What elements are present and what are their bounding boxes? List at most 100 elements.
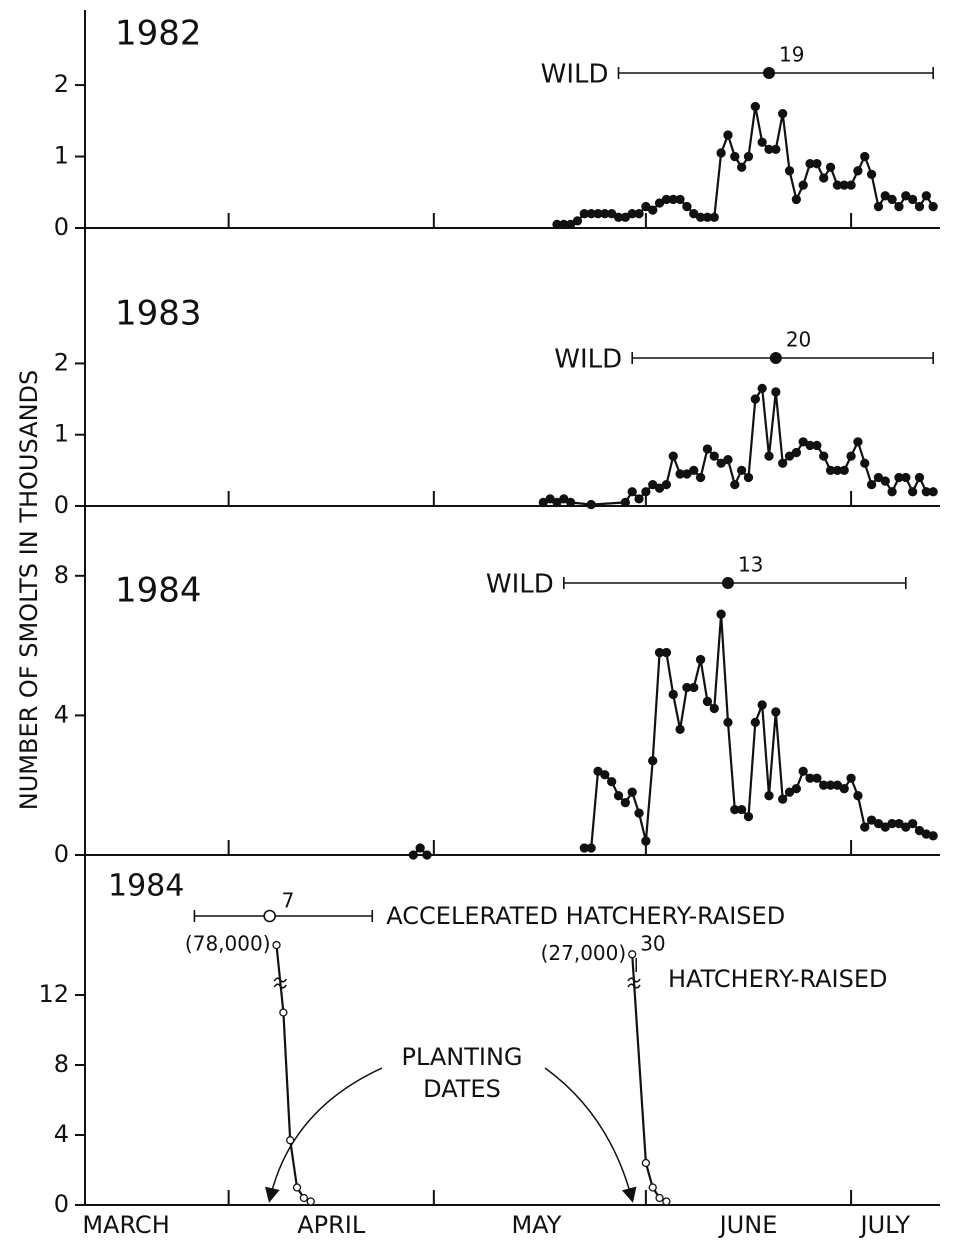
data-point [306,1197,315,1206]
data-point [743,472,754,483]
data-point [627,787,637,797]
annotation: PLANTING [401,1043,522,1071]
data-point [723,717,733,728]
mean-annotation: 13 [738,553,763,577]
axis-break [627,983,641,989]
data-point [839,465,849,476]
data-point [736,804,747,815]
series-line [542,385,934,506]
data-point [791,447,802,458]
mean-annotation: 19 [779,43,804,67]
x-tick-label: MAY [511,1211,561,1239]
mean-marker [263,909,276,923]
data-point [907,194,918,205]
data-point [730,479,740,490]
data-point [846,773,856,783]
data-point [716,609,726,619]
data-point [641,487,651,497]
data-point [791,784,802,794]
data-point [757,700,767,710]
data-point [750,717,760,728]
data-point [634,209,644,219]
planting-arrow [544,1067,637,1203]
data-point [723,130,733,140]
data-point [730,151,740,162]
mean-annotation: 20 [786,328,811,352]
data-point [648,1183,657,1192]
data-point [860,458,870,468]
data-point [798,766,808,776]
data-point [757,137,767,147]
panel-title: 1982 [115,14,202,54]
data-point [907,487,918,497]
y-tick-label: 8 [54,561,69,589]
y-tick-label: 2 [54,70,69,98]
panel-title: 1984 [108,869,184,904]
data-point [695,654,706,665]
data-point [907,818,918,829]
data-point [662,1197,671,1206]
data-point [928,201,938,212]
data-point [860,822,870,832]
y-tick-label: 1 [54,142,69,170]
data-point [620,497,631,508]
data-point [709,212,719,222]
data-point [750,101,760,112]
data-point [689,682,699,693]
data-point [286,1136,295,1145]
panel-title: 1983 [115,294,202,334]
data-point [586,499,596,510]
data-point [736,162,747,172]
data-point [853,791,863,801]
data-point [743,811,754,822]
data-point [641,836,651,846]
data-point [695,472,706,483]
series-label: WILD [486,570,554,600]
data-point [743,151,754,162]
data-point [299,1193,309,1203]
data-point [628,950,637,959]
data-point [661,479,672,490]
y-tick-label: 0 [54,491,69,519]
data-point [586,843,596,853]
data-point [819,173,829,183]
x-tick-label: JUNE [718,1211,778,1239]
data-point [627,487,637,497]
y-tick-label: 12 [38,980,69,1008]
y-tick-label: 0 [54,213,69,241]
data-point [812,159,822,169]
data-point [914,201,925,212]
axis-break [273,983,287,989]
data-point [607,777,617,787]
y-tick-label: 0 [54,1190,69,1218]
data-point [778,794,788,804]
y-tick-label: 0 [54,840,69,868]
panel-title: 1984 [115,571,202,611]
y-tick-label: 4 [54,1120,69,1148]
data-point [292,1183,302,1192]
value-label: (27,000) [541,941,627,965]
series-label: WILD [541,60,609,90]
data-point [764,451,774,461]
data-point [634,808,644,818]
data-point [415,843,425,853]
data-point [866,479,877,490]
data-point [675,194,685,205]
data-point [798,180,808,190]
series-label: ACCELERATED HATCHERY-RAISED [386,902,785,930]
data-point [709,703,719,714]
data-point [880,476,890,486]
data-point [914,472,925,483]
data-point [819,451,829,461]
data-point [682,201,692,212]
y-tick-label: 8 [54,1050,69,1078]
data-point [572,216,583,226]
data-point [620,798,631,808]
data-point [846,451,856,461]
data-point [771,707,781,717]
data-point [655,1193,664,1203]
data-point [928,487,938,497]
y-tick-label: 1 [54,420,69,448]
data-point [641,1158,651,1168]
